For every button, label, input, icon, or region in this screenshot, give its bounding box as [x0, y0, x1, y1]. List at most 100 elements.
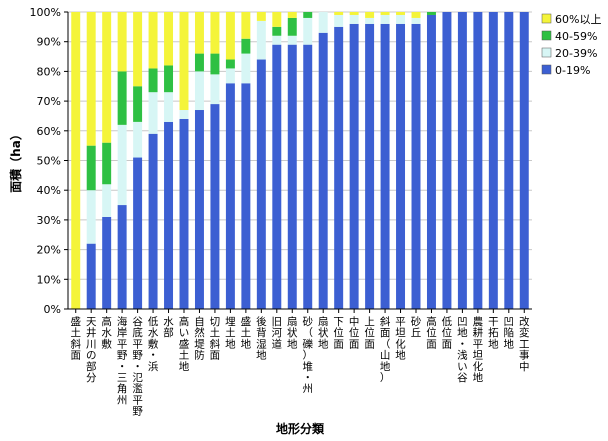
- x-axis-title: 地形分類: [276, 421, 325, 436]
- bar-segment: [334, 26, 344, 309]
- bar-segment: [133, 12, 143, 87]
- bar-segment: [179, 12, 189, 111]
- bar-segment: [148, 12, 158, 69]
- x-category-label: 切土斜面: [210, 316, 221, 362]
- bar-segment: [194, 110, 204, 309]
- bar-segment: [380, 23, 390, 309]
- y-tick-label: 100%: [30, 6, 61, 19]
- bar-segment: [380, 14, 390, 24]
- bar-segment: [349, 23, 359, 309]
- bar-segment: [241, 83, 251, 309]
- y-axis-ticks: 0% 10% 20% 30% 40% 50% 60% 70% 80% 90% 100%: [30, 6, 68, 316]
- bar-segment: [303, 12, 313, 18]
- x-category-label: 高い盛土地: [179, 315, 190, 373]
- bar-segment: [133, 157, 143, 309]
- x-category-label: 旧河道: [272, 316, 283, 350]
- bar-segment: [164, 121, 174, 309]
- bar-segment: [411, 23, 421, 309]
- bar-segment: [225, 83, 235, 309]
- x-category-label: 埋土地: [225, 316, 236, 350]
- x-category-label: 斜面（山地）: [380, 315, 391, 384]
- bar-segment: [303, 17, 313, 45]
- x-category-label: 低位面: [442, 315, 453, 350]
- bar-segment: [133, 86, 143, 122]
- bar-segment: [210, 74, 220, 105]
- bar-segment: [334, 14, 344, 27]
- bar-segment: [256, 20, 266, 60]
- bar-segment: [426, 12, 436, 15]
- bar-segment: [102, 142, 112, 185]
- bar-segment: [225, 68, 235, 84]
- bar-segment: [86, 145, 96, 191]
- bar-segment: [210, 53, 220, 75]
- x-category-label: 低水敷・浜: [148, 315, 159, 373]
- bar-segment: [303, 44, 313, 310]
- bar-segment: [148, 68, 158, 93]
- bar-segment: [256, 59, 266, 309]
- x-category-label: 改変工事中: [519, 315, 530, 373]
- bar-segment: [117, 124, 127, 206]
- bar-segment: [117, 12, 127, 72]
- bar-segment: [86, 243, 96, 309]
- y-tick-label: 60%: [37, 125, 61, 138]
- bar-segment: [380, 12, 390, 15]
- x-axis-category-labels: 盛土斜面天井川の部分高水敷海岸平野・三角州谷底平野・氾濫平野低水敷・浜水部高い盛…: [70, 309, 530, 418]
- bar-segment: [148, 92, 158, 134]
- bar-segment: [210, 104, 220, 309]
- x-category-label: 農耕平坦化地: [473, 315, 484, 384]
- bar-segment: [179, 110, 189, 119]
- bar-segment: [102, 184, 112, 217]
- bar-segment: [241, 38, 251, 54]
- x-category-label: 干拓地: [488, 316, 499, 350]
- bars: [71, 12, 529, 310]
- legend-label: 20-39%: [555, 47, 597, 60]
- bar-segment: [287, 44, 297, 310]
- x-category-label: 平坦化地: [395, 316, 406, 362]
- x-category-label: 凹地・浅い谷: [457, 316, 468, 384]
- bar-segment: [164, 12, 174, 66]
- x-category-label: 高水敷: [101, 315, 112, 350]
- bar-segment: [504, 12, 514, 309]
- bar-segment: [164, 65, 174, 93]
- x-category-label: 上位面: [364, 316, 375, 350]
- bar-segment: [349, 12, 359, 15]
- bar-segment: [365, 17, 375, 24]
- bar-segment: [334, 12, 344, 15]
- legend-label: 40-59%: [555, 30, 597, 43]
- bar-segment: [318, 12, 328, 33]
- bar-segment: [86, 190, 96, 244]
- bar-segment: [241, 53, 251, 84]
- bar-segment: [272, 44, 282, 310]
- x-category-label: 盛土地: [241, 315, 252, 350]
- gridlines: [68, 11, 532, 310]
- x-category-label: 谷底平野・氾濫平野: [132, 316, 143, 418]
- x-category-label: 下位面: [333, 316, 344, 350]
- legend-label: 0-19%: [555, 64, 590, 77]
- bar-segment: [396, 23, 406, 309]
- x-category-label: 砂丘: [411, 315, 422, 339]
- bar-segment: [117, 205, 127, 309]
- bar-segment: [519, 12, 529, 309]
- bar-segment: [148, 133, 158, 309]
- x-category-label: 自然堤防: [194, 315, 205, 362]
- x-category-label: 高位面: [426, 315, 437, 350]
- bar-segment: [457, 12, 467, 309]
- legend: 60%以上 40-59% 20-39% 0-19%: [541, 13, 601, 77]
- bar-segment: [396, 12, 406, 15]
- y-tick-label: 40%: [37, 184, 61, 197]
- y-tick-label: 90%: [37, 36, 61, 49]
- y-tick-label: 0%: [44, 303, 61, 316]
- bar-segment: [488, 12, 498, 309]
- bar-segment: [272, 12, 282, 27]
- bar-segment: [411, 12, 421, 18]
- bar-segment: [256, 12, 266, 21]
- bar-segment: [411, 17, 421, 24]
- bar-segment: [365, 12, 375, 18]
- y-tick-label: 30%: [37, 214, 61, 227]
- legend-swatch: [541, 30, 552, 41]
- bar-segment: [396, 14, 406, 24]
- x-category-label: 扇状地: [318, 315, 329, 350]
- y-tick-label: 80%: [37, 65, 61, 78]
- bar-segment: [102, 12, 112, 143]
- bar-segment: [365, 23, 375, 309]
